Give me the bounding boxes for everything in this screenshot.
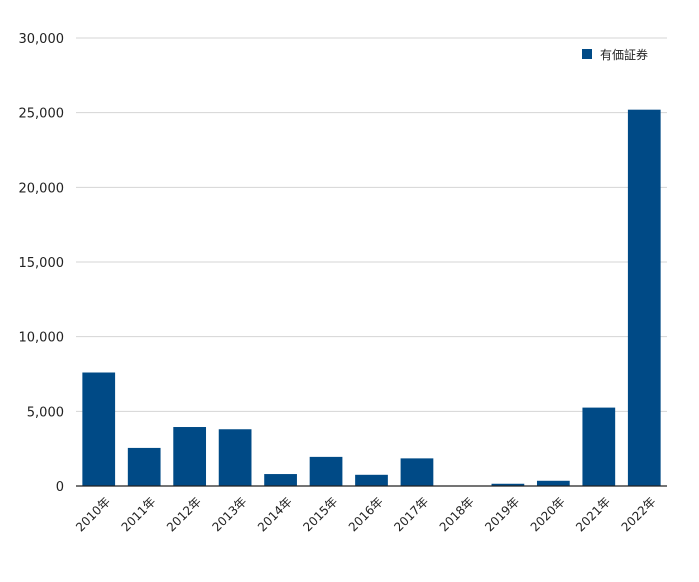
bar-2011年 [127,447,161,486]
y-tick-label: 25,000 [19,107,65,122]
bar-2012年 [173,427,207,486]
bar-2020年 [536,480,570,486]
x-axis-ticks: 2010年 2011年 2012年 2013年 2014年 2015年 2016年 2017年… [73,494,659,534]
x-tick-label: 2017年 [391,494,431,534]
y-axis-ticks: 0 5,000 10,000 15,000 20,000 25,000 30,000 [19,32,65,495]
bar-2016年 [355,474,388,486]
y-tick-label: 10,000 [19,331,65,346]
x-tick-label: 2019年 [482,494,522,534]
bars [82,109,661,487]
y-tick-label: 15,000 [19,256,65,271]
x-tick-label: 2020年 [528,494,568,534]
bar-2021年 [582,407,616,486]
x-tick-label: 2014年 [255,494,295,534]
bar-2015年 [309,456,343,486]
y-tick-label: 5,000 [27,405,64,420]
x-tick-label: 2015年 [300,494,340,534]
bar-2014年 [264,474,297,486]
x-tick-label: 2012年 [164,494,204,534]
gridlines [76,37,667,412]
bar-2010年 [82,372,116,486]
bar-2013年 [218,429,252,486]
legend-swatch [582,49,592,59]
legend-label: 有価証券 [600,47,648,62]
y-tick-label: 20,000 [19,181,65,196]
x-tick-label: 2013年 [209,494,249,534]
x-tick-label: 2018年 [437,494,477,534]
bar-2022年 [627,109,661,487]
y-tick-label: 0 [56,480,64,495]
legend: 有価証券 [582,47,648,62]
x-tick-label: 2022年 [619,494,659,534]
y-tick-label: 30,000 [19,32,65,47]
x-tick-label: 2016年 [346,494,386,534]
x-tick-label: 2021年 [573,494,613,534]
x-tick-label: 2011年 [119,494,159,534]
bar-2019年 [491,483,525,486]
bar-2017年 [400,458,434,486]
x-tick-label: 2010年 [73,494,113,534]
